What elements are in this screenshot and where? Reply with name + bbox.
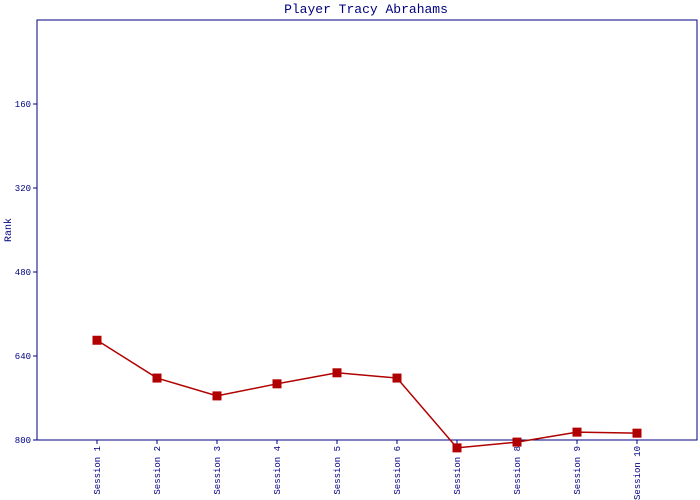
x-tick-label: Session 6 (393, 446, 403, 495)
x-tick-label: Session 9 (573, 446, 583, 495)
point-marker (632, 428, 642, 438)
plot-frame (36, 19, 698, 441)
point-marker (272, 379, 282, 389)
x-tick-label: Session 7 (453, 446, 463, 495)
y-tick-label: 480 (15, 268, 31, 278)
x-tick-label: Session 10 (633, 446, 643, 500)
y-tick-label: 160 (15, 100, 31, 110)
x-tick-label: Session 2 (153, 446, 163, 495)
y-tick-label: 800 (15, 436, 31, 446)
point-marker (92, 335, 102, 345)
x-tick-label: Session 1 (93, 446, 103, 495)
series-line (96, 339, 638, 449)
point-marker (212, 391, 222, 401)
x-tick-label: Session 5 (333, 446, 343, 495)
y-axis-label: Rank (3, 218, 15, 242)
x-tick-label: Session 3 (213, 446, 223, 495)
x-tick-label: Session 8 (513, 446, 523, 495)
y-tick-label: 320 (15, 184, 31, 194)
point-marker (452, 443, 462, 453)
chart-title: Player Tracy Abrahams (284, 2, 448, 17)
y-tick-label: 640 (15, 352, 31, 362)
point-marker (152, 373, 162, 383)
point-marker (512, 437, 522, 447)
point-marker (332, 368, 342, 378)
point-marker (572, 427, 582, 437)
x-tick-label: Session 4 (273, 446, 283, 495)
point-marker (392, 373, 402, 383)
